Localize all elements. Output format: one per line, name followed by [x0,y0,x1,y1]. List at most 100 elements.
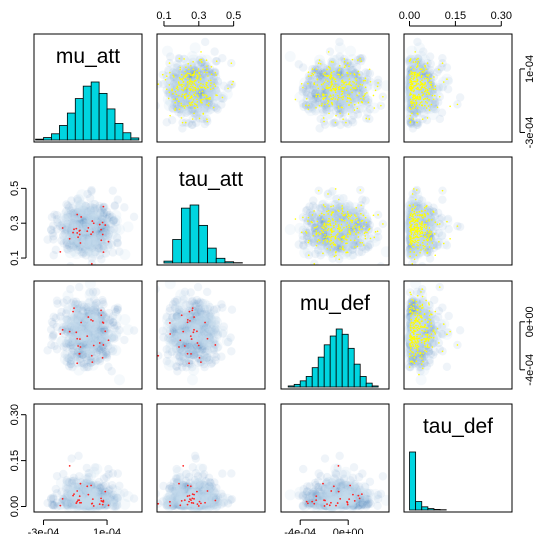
density-mark [376,262,385,265]
sample-point [206,68,208,70]
density-mark [87,224,99,236]
sample-point [339,112,341,115]
sample-point [339,247,341,249]
density-mark [408,124,418,133]
density-mark [89,203,98,213]
sample-point [200,101,202,103]
sample-point [169,71,171,74]
sample-point [422,98,425,101]
sample-point [432,210,434,213]
density-mark [98,215,107,224]
density-mark [314,245,326,257]
density-mark [428,99,438,109]
density-mark [82,238,94,250]
density-mark [97,206,106,215]
density-mark [74,235,86,247]
density-mark [80,206,92,218]
density-mark [435,229,447,241]
sample-point [425,85,427,87]
sample-point [312,73,315,76]
sample-point [416,78,418,80]
density-mark [352,227,364,239]
sample-point [418,214,421,216]
sample-point [209,84,212,87]
density-mark [298,84,308,94]
sample-point [207,86,209,89]
sample-point [423,239,425,242]
density-mark [317,238,329,250]
sample-point [181,85,183,88]
density-mark [306,91,315,101]
sample-point [419,235,422,238]
sample-point [181,79,184,81]
density-mark [77,341,86,351]
sample-point [192,98,195,101]
sample-point [411,208,414,210]
density-mark [413,120,422,129]
sample-point [179,66,182,69]
sample-point [334,220,337,223]
sample-point [433,233,436,235]
sample-point [342,247,344,250]
sample-point [210,82,212,84]
sample-point [324,234,326,236]
sample-point [418,230,421,232]
density-mark [349,240,358,250]
sample-point [318,239,321,242]
density-mark [74,227,86,239]
sample-point [331,98,333,101]
density-mark [326,247,336,256]
density-mark [101,231,110,240]
density-mark [70,241,79,251]
density-mark [193,60,202,70]
density-mark [80,217,89,227]
sample-point [195,87,197,90]
density-mark [91,232,101,242]
density-mark [357,76,366,86]
sample-point [305,230,307,233]
sample-point [343,226,345,229]
histogram-bar [90,81,100,141]
density-mark [68,221,78,230]
sample-point [326,247,329,250]
density-mark [95,209,105,219]
density-mark [380,80,389,92]
density-mark [172,104,182,114]
sample-point [329,224,332,226]
density-mark [207,80,217,90]
sample-point [188,98,190,100]
density-mark [97,209,109,221]
density-mark [421,76,431,85]
density-mark [184,95,196,107]
density-mark [199,106,209,115]
density-mark [423,207,432,216]
sample-point [322,231,325,234]
sample-point [329,77,331,80]
density-mark [176,105,185,114]
density-mark [172,102,181,111]
sample-point [418,239,420,241]
density-mark [413,201,423,211]
density-mark [310,220,322,232]
sample-point [456,103,459,106]
sample-point [424,89,427,92]
density-mark [95,228,105,238]
density-mark [328,54,340,66]
density-mark [68,236,78,246]
sample-point [417,228,420,230]
sample-point [357,85,360,88]
sample-point [346,94,349,96]
density-mark [328,229,338,238]
sample-point [181,88,183,91]
density-mark [69,216,79,226]
density-mark [319,215,329,224]
density-mark [62,225,72,235]
sample-point [175,87,178,90]
density-mark [347,116,357,125]
sample-point [422,244,425,247]
density-mark [350,228,360,237]
sample-point [346,216,349,218]
sample-point [430,83,433,86]
sample-point [360,101,363,103]
sample-point [208,102,210,105]
